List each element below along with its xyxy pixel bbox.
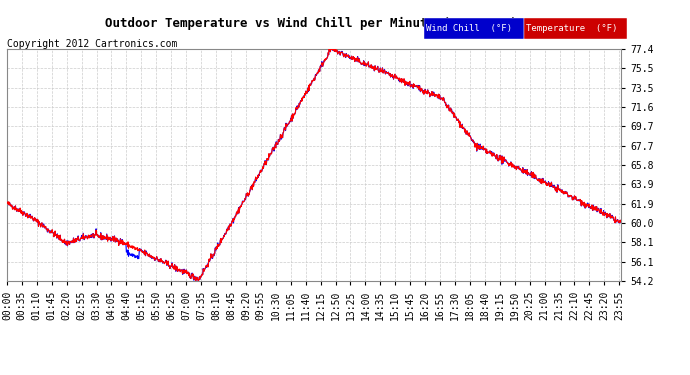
Text: Outdoor Temperature vs Wind Chill per Minute (24 Hours) 20120916: Outdoor Temperature vs Wind Chill per Mi… (105, 17, 585, 30)
Text: Wind Chill  (°F): Wind Chill (°F) (426, 24, 512, 33)
Text: Copyright 2012 Cartronics.com: Copyright 2012 Cartronics.com (7, 39, 177, 50)
Text: Temperature  (°F): Temperature (°F) (526, 24, 617, 33)
